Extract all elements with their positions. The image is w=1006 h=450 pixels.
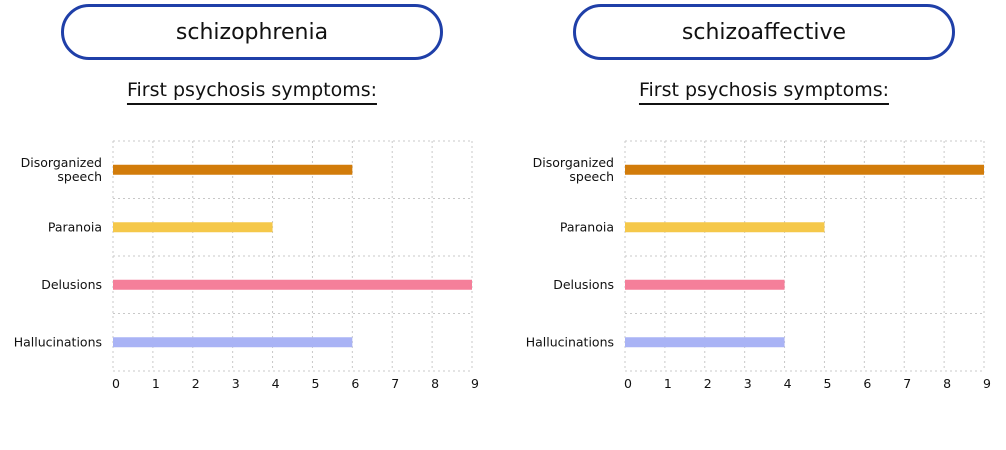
x-tick-label: 9 — [983, 376, 991, 391]
x-tick-label: 1 — [152, 376, 160, 391]
diagnosis-button-schizophrenia[interactable]: schizophrenia — [61, 4, 443, 60]
x-tick-label: 2 — [704, 376, 712, 391]
x-tick-label: 2 — [192, 376, 200, 391]
x-tick-label: 0 — [112, 376, 120, 391]
x-tick-label: 0 — [624, 376, 632, 391]
bar[interactable] — [113, 222, 273, 233]
panel-schizophrenia: schizophrenia First psychosis symptoms: … — [14, 4, 479, 391]
bar[interactable] — [625, 164, 984, 175]
x-tick-label: 4 — [784, 376, 792, 391]
x-tick-label: 7 — [903, 376, 911, 391]
x-tick-label: 9 — [471, 376, 479, 391]
bar[interactable] — [625, 222, 825, 233]
x-tick-label: 5 — [823, 376, 831, 391]
bar[interactable] — [625, 337, 785, 348]
x-tick-label: 4 — [272, 376, 280, 391]
bar[interactable] — [113, 164, 353, 175]
bar[interactable] — [625, 279, 785, 290]
x-tick-label: 5 — [311, 376, 319, 391]
chart-subtitle: First psychosis symptoms: — [126, 79, 378, 105]
category-label: Disorganized — [21, 155, 102, 170]
category-label: Hallucinations — [526, 334, 614, 349]
category-label: Delusions — [553, 277, 614, 292]
category-label: Paranoia — [560, 219, 614, 234]
x-tick-label: 6 — [351, 376, 359, 391]
panel-schizoaffective: schizoaffective First psychosis symptoms… — [512, 0, 1006, 450]
x-tick-label: 7 — [391, 376, 399, 391]
x-tick-label: 6 — [863, 376, 871, 391]
chart-subtitle: First psychosis symptoms: — [638, 79, 890, 105]
category-label: Disorganized — [533, 155, 614, 170]
category-label: Delusions — [41, 277, 102, 292]
diagnosis-button-schizoaffective[interactable]: schizoaffective — [573, 4, 955, 60]
category-label: Paranoia — [48, 219, 102, 234]
bar[interactable] — [113, 279, 472, 290]
x-tick-label: 8 — [943, 376, 951, 391]
category-label: Hallucinations — [14, 334, 102, 349]
x-tick-label: 1 — [664, 376, 672, 391]
category-label: speech — [57, 169, 102, 184]
x-tick-label: 8 — [431, 376, 439, 391]
x-tick-label: 3 — [744, 376, 752, 391]
category-label: speech — [569, 169, 614, 184]
x-tick-label: 3 — [232, 376, 240, 391]
bar[interactable] — [113, 337, 353, 348]
